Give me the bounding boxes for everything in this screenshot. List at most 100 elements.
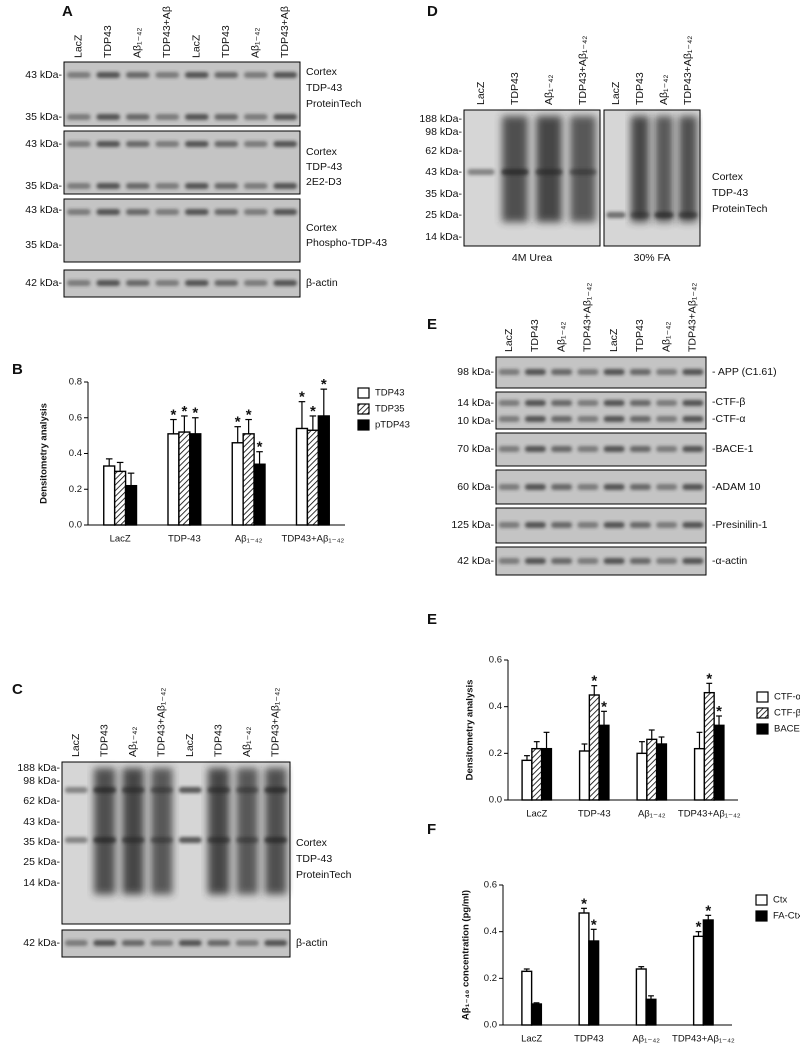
blot-caption: 30% FA — [634, 252, 671, 264]
band — [603, 558, 625, 564]
band — [629, 369, 651, 375]
band — [184, 280, 209, 286]
lane-label: LacZ — [475, 81, 487, 105]
blot-label: -ADAM 10 — [712, 481, 761, 493]
band — [577, 446, 599, 452]
marker-label: 62 kDa- — [23, 795, 60, 807]
y-tick-label: 0.2 — [489, 748, 502, 759]
band — [93, 940, 117, 946]
band — [243, 209, 268, 215]
band — [150, 837, 174, 843]
band — [155, 209, 180, 215]
band — [682, 446, 704, 452]
bar — [167, 433, 180, 526]
lane-label: TDP43+Aβ₁₋₄₂ — [687, 283, 699, 352]
bar — [645, 998, 657, 1026]
band — [551, 446, 573, 452]
panel-letter: F — [427, 821, 436, 838]
lane-label: Aβ₁₋₄₂ — [127, 727, 139, 758]
marker-label: 43 kDa- — [25, 204, 62, 216]
legend-label: Ctx — [773, 895, 788, 906]
significance-mark: * — [706, 670, 712, 687]
band — [96, 209, 121, 215]
blot-label: ProteinTech — [306, 98, 362, 110]
significance-mark: * — [705, 902, 711, 919]
band — [184, 209, 209, 215]
panel-letter: B — [12, 361, 23, 378]
y-tick-label: 0.6 — [69, 412, 82, 423]
band — [603, 484, 625, 490]
marker-label: 43 kDa- — [425, 166, 462, 178]
band — [155, 280, 180, 286]
band — [629, 416, 651, 422]
band — [66, 209, 91, 215]
significance-mark: * — [591, 916, 597, 933]
band — [682, 484, 704, 490]
band — [178, 837, 202, 843]
lane-label: TDP43 — [99, 724, 111, 757]
band — [535, 169, 563, 175]
band — [243, 280, 268, 286]
significance-mark: * — [257, 439, 263, 456]
band — [235, 940, 259, 946]
bar — [540, 747, 553, 801]
significance-mark: * — [716, 703, 722, 720]
smear — [678, 116, 698, 223]
marker-label: 14 kDa- — [425, 231, 462, 243]
marker-label: 35 kDa- — [25, 239, 62, 251]
band — [678, 212, 698, 218]
lane-label: LacZ — [184, 733, 196, 757]
band — [551, 369, 573, 375]
band — [629, 446, 651, 452]
band — [66, 114, 91, 120]
legend-swatch — [755, 894, 768, 906]
lane-label: Aβ₁₋₄₂ — [555, 322, 567, 353]
x-tick-label: TDP43+Aβ₁₋₄₂ — [672, 1034, 735, 1045]
band — [498, 522, 520, 528]
blot-label: - APP (C1.61) — [712, 366, 777, 378]
band — [64, 787, 88, 793]
legend-swatch — [756, 723, 769, 735]
blot-label: 2E2-D3 — [306, 176, 342, 188]
band — [273, 72, 298, 78]
band — [273, 183, 298, 189]
marker-label: 43 kDa- — [25, 138, 62, 150]
legend-swatch — [357, 403, 370, 415]
legend-swatch — [756, 707, 769, 719]
y-tick-label: 0.4 — [489, 701, 502, 712]
marker-label: 43 kDa- — [25, 69, 62, 81]
blot-label: -Presinilin-1 — [712, 519, 768, 531]
marker-label: 35 kDa- — [25, 180, 62, 192]
y-axis-title: Densitometry analysis — [39, 403, 50, 504]
y-tick-label: 0.2 — [69, 484, 82, 495]
blot-label: Cortex — [296, 837, 328, 849]
band — [273, 114, 298, 120]
lane-label: Aβ₁₋₄₂ — [250, 28, 262, 59]
band — [551, 558, 573, 564]
band — [66, 72, 91, 78]
band — [96, 141, 121, 147]
band — [656, 446, 678, 452]
lane-label: TDP43+Aβ₁₋₄₂ — [682, 36, 694, 105]
band — [524, 484, 546, 490]
bar — [598, 724, 610, 801]
lane-label: TDP43 — [509, 72, 521, 105]
significance-mark: * — [246, 407, 252, 424]
x-tick-label: Aβ₁₋₄₂ — [235, 534, 263, 545]
band — [184, 183, 209, 189]
significance-mark: * — [299, 389, 305, 406]
band — [264, 837, 288, 843]
band — [273, 280, 298, 286]
band — [498, 400, 520, 406]
band — [569, 169, 597, 175]
bar — [635, 968, 647, 1026]
significance-mark: * — [696, 919, 702, 936]
band — [125, 141, 150, 147]
blot-label: -CTF-β — [712, 396, 745, 408]
marker-label: 98 kDa- — [457, 366, 494, 378]
band — [606, 212, 626, 218]
lane-label: TDP43+Aβ — [279, 6, 291, 58]
smear — [264, 768, 287, 895]
band — [629, 558, 651, 564]
